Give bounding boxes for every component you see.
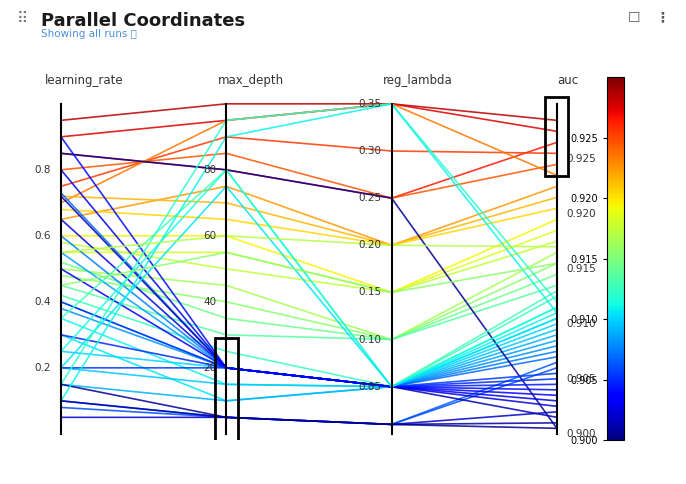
Text: 0.10: 0.10 xyxy=(359,334,381,345)
Text: 0.920: 0.920 xyxy=(567,209,596,219)
Text: Showing all runs ⓘ: Showing all runs ⓘ xyxy=(41,29,137,39)
Text: 40: 40 xyxy=(203,297,216,307)
Text: 0.910: 0.910 xyxy=(567,319,596,329)
Text: 20: 20 xyxy=(203,363,216,373)
Text: reg_lambda: reg_lambda xyxy=(383,75,453,87)
Text: ⠿: ⠿ xyxy=(17,11,28,26)
Text: ⋮: ⋮ xyxy=(655,11,669,25)
Text: 0.25: 0.25 xyxy=(359,193,381,203)
Text: 0.35: 0.35 xyxy=(359,99,381,109)
Text: ☐: ☐ xyxy=(628,11,640,25)
Text: auc: auc xyxy=(557,75,578,87)
Text: 0.05: 0.05 xyxy=(359,382,381,392)
Bar xyxy=(215,338,238,447)
Text: 0.4: 0.4 xyxy=(34,297,51,307)
Text: 0.30: 0.30 xyxy=(359,146,381,156)
Text: 0.6: 0.6 xyxy=(34,231,51,241)
Text: max_depth: max_depth xyxy=(218,75,284,87)
Text: 0.20: 0.20 xyxy=(359,240,381,250)
Text: Parallel Coordinates: Parallel Coordinates xyxy=(41,12,246,30)
Text: 0.8: 0.8 xyxy=(34,165,51,175)
Text: 0.905: 0.905 xyxy=(567,374,596,384)
Text: 0.2: 0.2 xyxy=(34,363,51,373)
Text: 0.925: 0.925 xyxy=(567,154,597,164)
Bar xyxy=(545,97,569,177)
Text: 0.900: 0.900 xyxy=(567,429,596,439)
Text: 0.915: 0.915 xyxy=(567,264,597,274)
Text: 0.15: 0.15 xyxy=(359,287,381,297)
Text: learning_rate: learning_rate xyxy=(45,75,123,87)
Text: 60: 60 xyxy=(203,231,216,241)
Text: 80: 80 xyxy=(203,165,216,175)
